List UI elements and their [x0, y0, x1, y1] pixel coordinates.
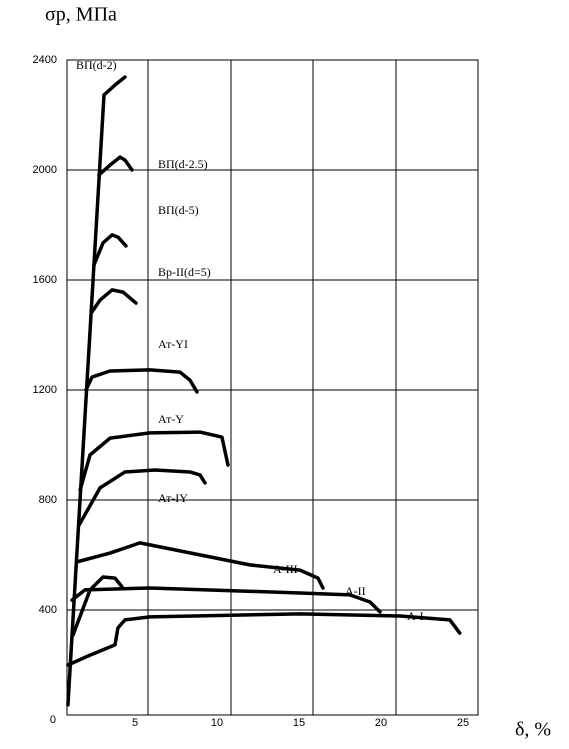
- y-tick-label: 2400: [33, 54, 57, 66]
- y-tick-label: 1200: [33, 384, 57, 396]
- x-tick-label: 15: [293, 717, 305, 729]
- y-tick-label: 2000: [33, 164, 57, 176]
- curve-label: ВП(d-2.5): [158, 157, 208, 171]
- y-tick-label: 400: [39, 604, 57, 616]
- curve: [75, 541, 325, 590]
- y-tick-label: 0: [50, 714, 56, 726]
- curve: [66, 75, 127, 707]
- y-tick-label: 800: [39, 494, 57, 506]
- x-tick-label: 25: [457, 717, 469, 729]
- x-axis-title: δ, %: [515, 719, 551, 741]
- curve-label: А-II: [345, 584, 366, 598]
- curve: [97, 155, 134, 177]
- curve-label: Вр-II(d=5): [158, 265, 211, 279]
- plot-frame: [66, 59, 479, 716]
- curve-label: Ат-Y: [158, 412, 184, 426]
- curve: [90, 288, 138, 314]
- y-tick-label: 1600: [33, 274, 57, 286]
- curve: [84, 368, 199, 394]
- curve: [78, 430, 230, 492]
- x-tick-label: 10: [211, 717, 223, 729]
- curve: [77, 468, 207, 527]
- curve-label: А-I: [407, 609, 424, 623]
- curve: [70, 586, 382, 614]
- curve-label: Ат-YI: [158, 337, 188, 351]
- y-axis-title: σр, МПа: [45, 4, 117, 26]
- x-tick-label: 5: [132, 717, 138, 729]
- curve: [92, 233, 128, 267]
- x-tick-label: 20: [375, 717, 387, 729]
- curve-label: ВП(d-2): [76, 58, 117, 72]
- curve: [71, 575, 124, 637]
- curve-label: Ат-IY: [158, 491, 188, 505]
- curve: [66, 612, 462, 667]
- curve-label: А-III: [273, 562, 298, 576]
- curve-label: ВП(d-5): [158, 203, 199, 217]
